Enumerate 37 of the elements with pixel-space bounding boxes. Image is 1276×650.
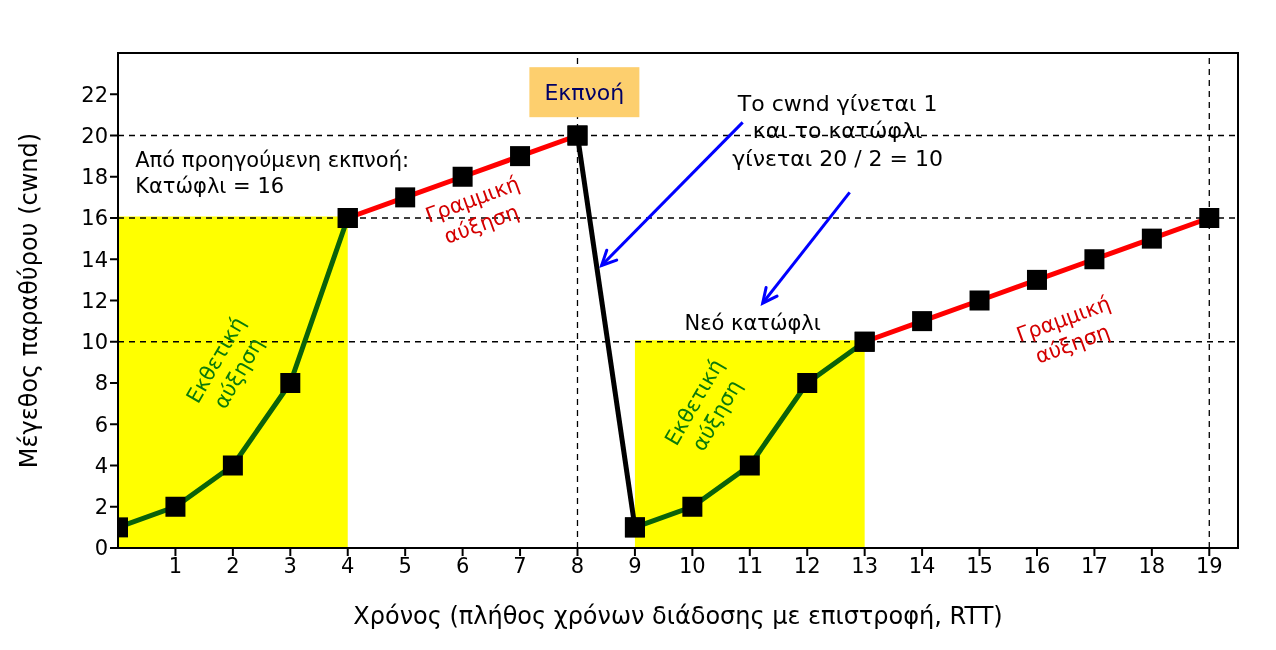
- annotation: Εκπνοή: [544, 79, 625, 105]
- y-tick-label: 6: [94, 412, 108, 437]
- x-tick-label: 7: [513, 553, 527, 578]
- x-tick-label: 3: [283, 553, 297, 578]
- y-tick-label: 14: [81, 247, 108, 272]
- x-tick-label: 2: [226, 553, 240, 578]
- x-tick-label: 6: [455, 553, 470, 578]
- y-tick-label: 8: [94, 371, 108, 396]
- y-tick-label: 2: [94, 495, 108, 520]
- y-axis-title: Μέγεθος παραθύρου (cwnd): [14, 132, 43, 469]
- x-axis-title: Χρόνος (πλήθος χρόνων διάδοσης με επιστροφή, RTT): [353, 602, 1003, 630]
- y-tick-label: 12: [81, 288, 108, 313]
- y-tick-label: 16: [81, 206, 108, 231]
- x-tick-label: 18: [1138, 553, 1166, 578]
- x-tick-label: 13: [851, 553, 879, 578]
- annotation: Το cwnd γίνεται 1 και το κατώφλι γίνεται 20 / 2 = 10: [732, 90, 943, 171]
- annotation: Από προηγούμενη εκπνοή: Κατώφλι = 16: [135, 147, 410, 198]
- y-tick-label: 4: [94, 453, 108, 478]
- x-tick-label: 16: [1023, 553, 1051, 578]
- x-tick-label: 1: [168, 553, 183, 578]
- y-tick-label: 0: [94, 536, 108, 561]
- annotation: Νεό κατώφλι: [684, 311, 821, 336]
- x-tick-label: 12: [793, 553, 821, 578]
- x-tick-label: 14: [908, 553, 936, 578]
- x-tick-label: 17: [1081, 553, 1108, 578]
- x-tick-label: 9: [628, 553, 642, 578]
- x-tick-label: 10: [678, 553, 706, 578]
- x-tick-label: 8: [570, 553, 585, 578]
- x-tick-label: 11: [736, 553, 764, 578]
- y-tick-label: 18: [81, 165, 108, 190]
- x-tick-label: 5: [398, 553, 412, 578]
- y-tick-label: 20: [81, 123, 108, 148]
- x-tick-label: 19: [1195, 553, 1223, 578]
- y-tick-label: 10: [81, 330, 108, 355]
- y-tick-label: 22: [81, 82, 108, 107]
- x-tick-label: 4: [341, 553, 355, 578]
- x-tick-label: 15: [966, 553, 993, 578]
